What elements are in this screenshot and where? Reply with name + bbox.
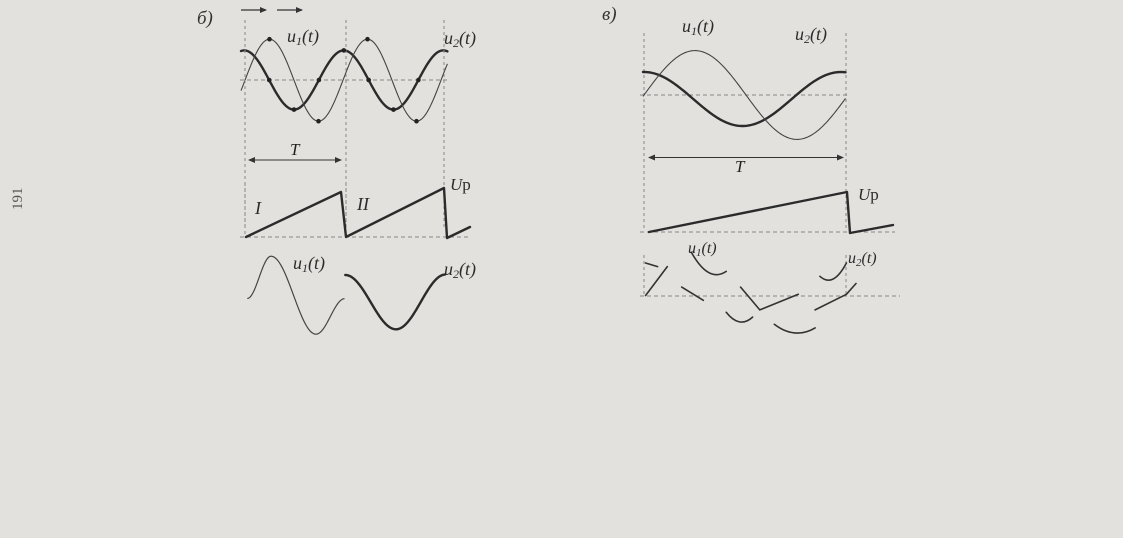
svg-text:191: 191	[10, 188, 26, 211]
svg-text:Up: Up	[858, 185, 879, 204]
svg-text:u1(t): u1(t)	[688, 240, 717, 259]
svg-text:в): в)	[602, 4, 617, 25]
svg-text:T: T	[290, 140, 301, 159]
svg-text:T: T	[735, 157, 746, 176]
svg-text:б): б)	[197, 8, 213, 29]
svg-text:u1(t): u1(t)	[293, 253, 325, 275]
svg-text:I: I	[254, 198, 262, 218]
svg-text:u2(t): u2(t)	[444, 259, 476, 281]
svg-text:u1(t): u1(t)	[287, 26, 319, 48]
svg-text:u1(t): u1(t)	[682, 16, 714, 38]
svg-text:II: II	[356, 194, 370, 214]
svg-text:Up: Up	[450, 175, 471, 194]
svg-text:u2(t): u2(t)	[848, 250, 877, 269]
svg-text:u2(t): u2(t)	[444, 28, 476, 50]
svg-text:u2(t): u2(t)	[795, 24, 827, 46]
